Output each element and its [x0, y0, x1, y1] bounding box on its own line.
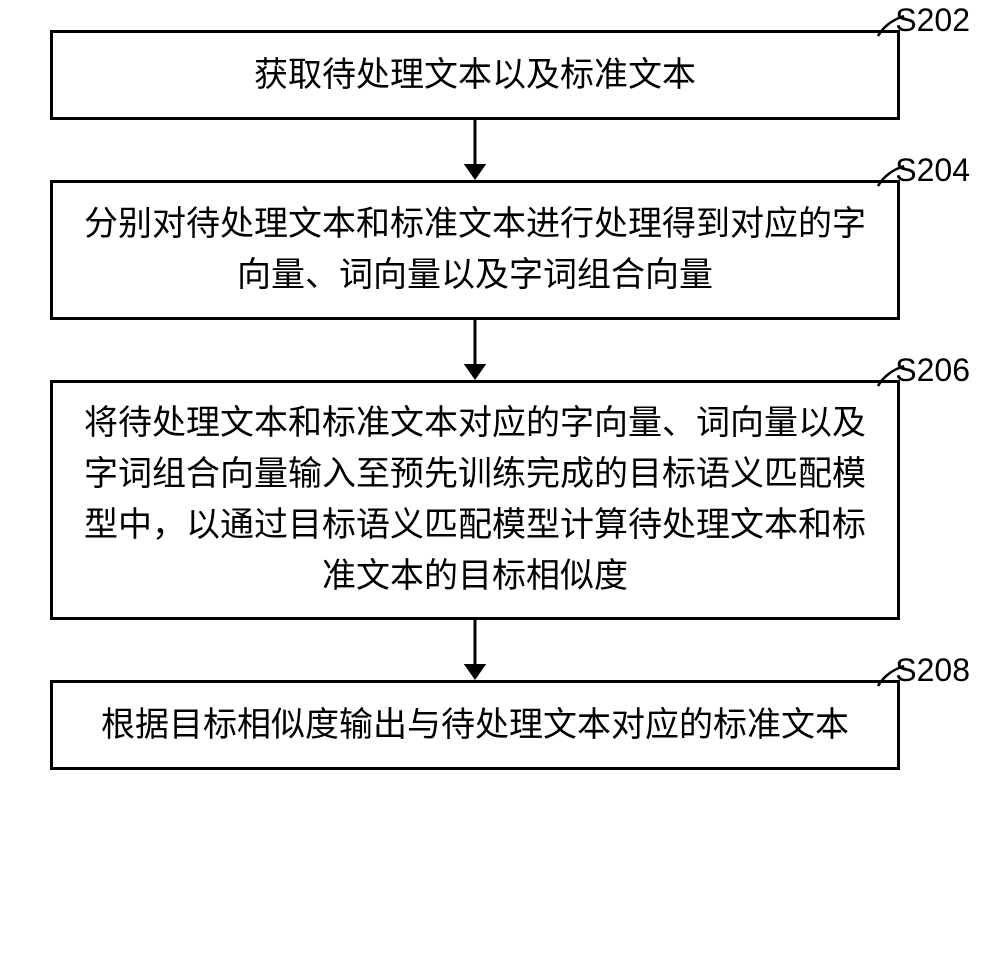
flowchart-step-s208: S208根据目标相似度输出与待处理文本对应的标准文本 [50, 680, 950, 770]
step-text: 将待处理文本和标准文本对应的字向量、词向量以及字词组合向量输入至预先训练完成的目… [83, 398, 867, 602]
flowchart-step-s206: S206将待处理文本和标准文本对应的字向量、词向量以及字词组合向量输入至预先训练… [50, 380, 950, 620]
step-box: 获取待处理文本以及标准文本 [50, 30, 900, 120]
label-tick-icon [876, 364, 906, 388]
arrow-down-icon [50, 620, 900, 680]
step-box: 分别对待处理文本和标准文本进行处理得到对应的字向量、词向量以及字词组合向量 [50, 180, 900, 320]
label-tick-icon [876, 164, 906, 188]
step-text: 分别对待处理文本和标准文本进行处理得到对应的字向量、词向量以及字词组合向量 [83, 199, 867, 301]
flowchart-step-s202: S202获取待处理文本以及标准文本 [50, 30, 950, 120]
step-text: 根据目标相似度输出与待处理文本对应的标准文本 [101, 700, 849, 751]
step-text: 获取待处理文本以及标准文本 [254, 50, 696, 101]
label-tick-icon [876, 664, 906, 688]
arrow-down-icon [50, 320, 900, 380]
flowchart-step-s204: S204分别对待处理文本和标准文本进行处理得到对应的字向量、词向量以及字词组合向… [50, 180, 950, 320]
step-label: S204 [895, 152, 970, 189]
step-label: S202 [895, 2, 970, 39]
step-box: 将待处理文本和标准文本对应的字向量、词向量以及字词组合向量输入至预先训练完成的目… [50, 380, 900, 620]
arrow-down-icon [50, 120, 900, 180]
step-label: S208 [895, 652, 970, 689]
label-tick-icon [876, 14, 906, 38]
step-label: S206 [895, 352, 970, 389]
step-box: 根据目标相似度输出与待处理文本对应的标准文本 [50, 680, 900, 770]
flowchart-container: S202获取待处理文本以及标准文本 S204分别对待处理文本和标准文本进行处理得到… [50, 30, 950, 770]
